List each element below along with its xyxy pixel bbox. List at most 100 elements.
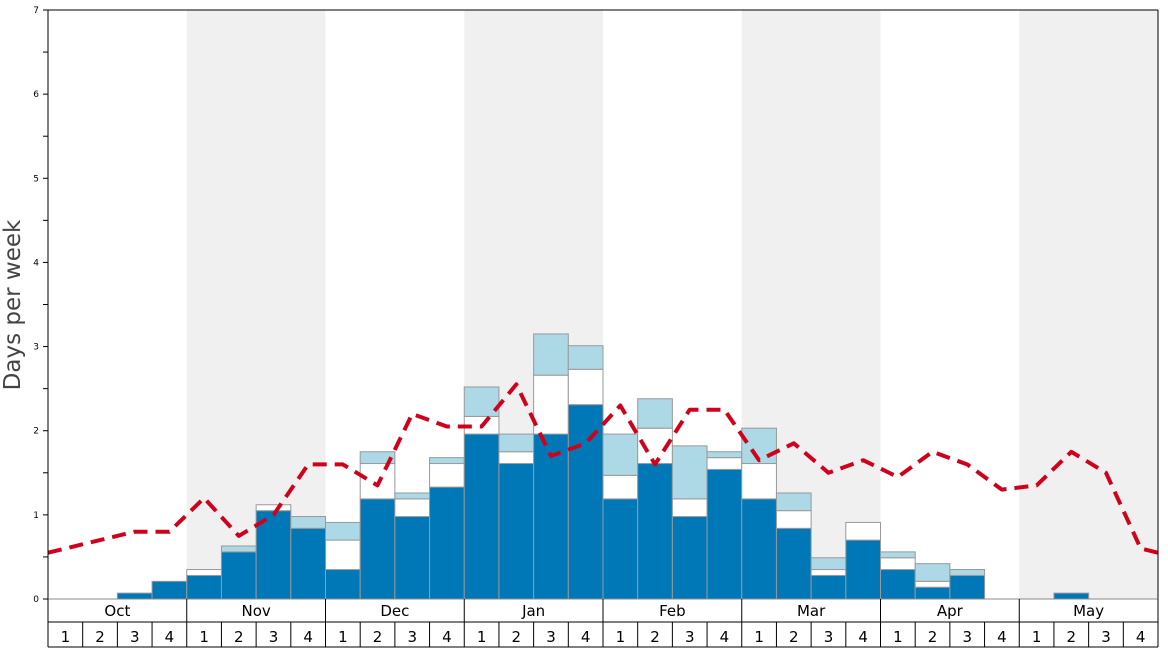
month-shade-may: [1019, 10, 1158, 599]
week-label: 2: [512, 628, 522, 646]
bar-segment-dark: [567, 404, 604, 600]
bar-segment-dark: [429, 486, 465, 600]
bar-segment-white: [845, 521, 881, 541]
x-axis-table: Oct 1 2 3 4 Nov 1 2 3 4 Dec 1 2 3 4 Jan 1 2 3 4 Feb 1 2 3 4 Mar 1 2…: [47, 598, 1159, 648]
week-label: 2: [95, 628, 105, 646]
y-tick-label: 2: [33, 427, 39, 437]
y-tick-label: 3: [33, 343, 39, 353]
week-label: 4: [442, 628, 452, 646]
month-label-mar: Mar: [797, 602, 826, 620]
bar-segment-dark: [671, 516, 708, 600]
week-label: 2: [373, 628, 383, 646]
bar-segment-white: [775, 510, 812, 529]
bar-segment-light: [359, 451, 396, 465]
bar-segment-light: [325, 521, 361, 541]
average-line-layer: [47, 382, 1159, 555]
week-label: 1: [61, 628, 71, 646]
week-label: 4: [165, 628, 175, 646]
y-axis-label: Days per week: [0, 219, 26, 390]
y-tick-label: 5: [33, 174, 39, 184]
bar-segment-light: [671, 445, 708, 500]
week-label: 1: [1032, 628, 1042, 646]
week-label: 3: [407, 628, 417, 646]
bar-segment-dark: [394, 516, 431, 600]
bar-segment-dark: [775, 527, 812, 600]
bar-segment-light: [394, 492, 431, 500]
week-label: 2: [234, 628, 244, 646]
week-label: 3: [824, 628, 834, 646]
week-label: 4: [1136, 628, 1146, 646]
week-label: 3: [962, 628, 972, 646]
bar-segment-dark: [220, 551, 257, 600]
bar-segment-dark: [151, 580, 188, 600]
week-label: 4: [303, 628, 313, 646]
bar-segment-dark: [359, 498, 396, 600]
bar-segment-light: [810, 557, 847, 571]
bar-segment-dark: [741, 498, 777, 600]
week-label: 2: [1067, 628, 1077, 646]
week-label: 2: [928, 628, 938, 646]
bar-segment-dark: [1053, 592, 1090, 600]
bar-segment-dark: [186, 574, 222, 600]
bar-segment-light: [290, 516, 326, 529]
bar-segment-light: [706, 451, 743, 459]
month-label-apr: Apr: [937, 602, 964, 620]
bar-segment-dark: [880, 569, 916, 600]
week-label: 3: [269, 628, 279, 646]
bar-segment-dark: [637, 463, 673, 600]
bar-segment-white: [394, 498, 431, 518]
bar-segment-white: [810, 569, 847, 576]
bar-segment-white: [429, 463, 465, 488]
bar-segment-white: [706, 457, 743, 470]
bar-segment-dark: [325, 569, 361, 600]
bar-segment-white: [741, 463, 777, 500]
week-label: 1: [754, 628, 764, 646]
month-label-dec: Dec: [380, 602, 409, 620]
week-label: 2: [650, 628, 660, 646]
y-tick-label: 1: [33, 511, 39, 521]
bar-segment-light: [533, 333, 569, 376]
bar-segment-dark: [290, 527, 326, 600]
bar-segment-light: [567, 345, 604, 370]
bar-segment-dark: [463, 433, 500, 600]
week-label: 4: [858, 628, 868, 646]
week-label: 2: [789, 628, 799, 646]
week-label: 1: [338, 628, 348, 646]
week-label: 4: [581, 628, 591, 646]
bar-segment-white: [914, 580, 951, 588]
month-label-jan: Jan: [521, 602, 545, 620]
bar-segment-light: [498, 433, 535, 453]
week-label: 1: [199, 628, 209, 646]
week-label: 4: [997, 628, 1007, 646]
week-label: 4: [720, 628, 730, 646]
month-shade-nov: [186, 10, 326, 599]
y-tick-label: 0: [33, 595, 39, 605]
bar-segment-white: [602, 474, 639, 500]
month-shading: [186, 10, 1158, 599]
y-tick-label: 4: [33, 258, 39, 268]
bar-segment-white: [498, 451, 535, 465]
bar-segment-light: [429, 457, 465, 465]
bar-segment-dark: [914, 586, 951, 600]
week-label: 3: [1101, 628, 1111, 646]
bar-segment-light: [463, 386, 500, 417]
week-label: 3: [546, 628, 556, 646]
bar-segment-dark: [498, 463, 535, 600]
bar-segment-dark: [706, 468, 743, 600]
week-label: 1: [893, 628, 903, 646]
bar-segment-light: [637, 398, 673, 429]
week-label: 1: [477, 628, 487, 646]
month-label-oct: Oct: [104, 602, 130, 620]
week-label: 3: [130, 628, 140, 646]
bar-segment-dark: [602, 498, 639, 600]
week-label: 1: [616, 628, 626, 646]
bar-segment-dark: [255, 510, 292, 600]
average-line: [47, 382, 1159, 555]
y-tick-label: 7: [33, 6, 39, 16]
bar-segment-white: [533, 374, 569, 435]
bar-segment-light: [914, 563, 951, 582]
bar-segment-light: [949, 569, 986, 576]
bar-segment-dark: [116, 592, 153, 600]
month-label-may: May: [1073, 602, 1104, 620]
